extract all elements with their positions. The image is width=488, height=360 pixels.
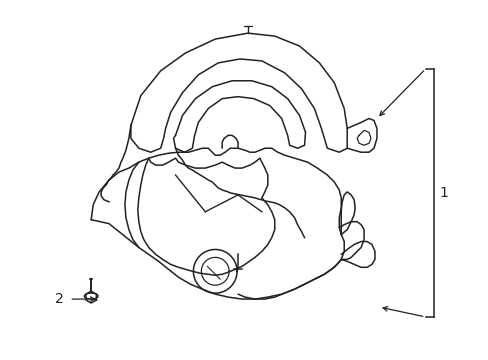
Text: 1: 1 <box>439 186 447 200</box>
Text: 2: 2 <box>55 292 63 306</box>
